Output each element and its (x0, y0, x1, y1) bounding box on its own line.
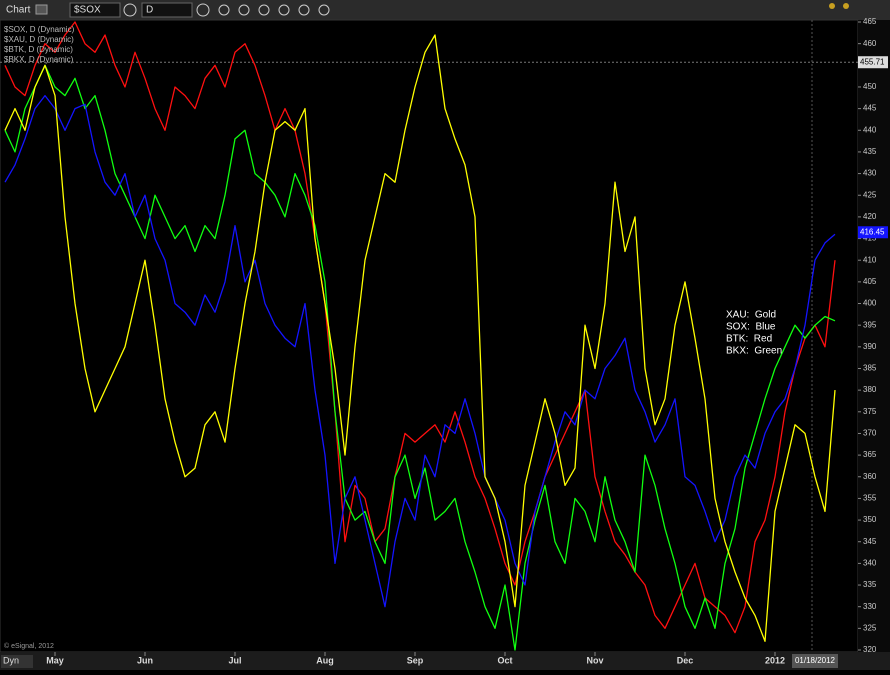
y-tick-label: 425 (863, 190, 877, 199)
mode-label[interactable]: Dyn (3, 655, 19, 665)
last-value-box (858, 226, 888, 239)
y-tick-label: 420 (863, 212, 877, 221)
y-tick-label: 395 (863, 320, 877, 329)
mode-box[interactable] (1, 655, 33, 668)
annotation: XAU: Gold (726, 310, 776, 321)
last-value-label: 416.45 (860, 227, 885, 236)
x-tick-label: Aug (316, 655, 334, 665)
symbol-button[interactable] (123, 3, 137, 17)
y-tick-label: 325 (863, 623, 877, 632)
y-tick-label: 345 (863, 537, 877, 546)
y-tick-label: 445 (863, 104, 877, 113)
legend-entry: $BKX, D (Dynamic) (4, 55, 74, 64)
x-tick-label: Sep (407, 655, 424, 665)
window-button[interactable] (843, 3, 849, 9)
x-tick-label: Dec (677, 655, 694, 665)
y-tick-label: 465 (863, 17, 877, 26)
x-tick-label: Nov (586, 655, 603, 665)
annotation: SOX: Blue (726, 322, 776, 333)
draw-tool[interactable] (218, 4, 230, 16)
y-tick-label: 375 (863, 407, 877, 416)
series-line (4, 21, 836, 634)
y-tick-label: 330 (863, 602, 877, 611)
y-axis-area (858, 20, 890, 652)
annotation: BTK: Red (726, 334, 772, 345)
interval-input[interactable]: D (146, 5, 153, 16)
cursor-date-box (792, 654, 838, 668)
y-tick-label: 360 (863, 472, 877, 481)
annotation: BKX: Green (726, 346, 782, 357)
toolbar-title: Chart (6, 5, 31, 16)
y-tick-label: 405 (863, 277, 877, 286)
series-line (4, 94, 836, 608)
y-tick-label: 410 (863, 255, 877, 264)
copyright: © eSignal, 2012 (4, 642, 54, 650)
y-tick-label: 385 (863, 364, 877, 373)
interval-button[interactable] (196, 3, 210, 17)
y-tick-label: 365 (863, 450, 877, 459)
x-tick-label: May (46, 655, 64, 665)
y-tick-label: 350 (863, 515, 877, 524)
legend-entry: $SOX, D (Dynamic) (4, 25, 75, 34)
y-tick-label: 335 (863, 580, 877, 589)
y-tick-label: 450 (863, 82, 877, 91)
clear-button[interactable] (318, 4, 330, 16)
x-axis-area (0, 652, 890, 670)
y-tick-label: 400 (863, 299, 877, 308)
y-tick-label: 390 (863, 342, 877, 351)
line-tool[interactable] (238, 4, 250, 16)
x-tick-label: Oct (497, 655, 512, 665)
y-tick-label: 380 (863, 385, 877, 394)
legend-entry: $XAU, D (Dynamic) (4, 35, 74, 44)
y-tick-label: 460 (863, 39, 877, 48)
y-tick-label: 355 (863, 494, 877, 503)
y-tick-label: 370 (863, 429, 877, 438)
reference-box (858, 56, 888, 69)
x-tick-label: Jun (137, 655, 153, 665)
x-tick-label: Jul (228, 655, 241, 665)
y-tick-label: 320 (863, 645, 877, 654)
series-line (4, 34, 836, 642)
interval-box[interactable] (141, 2, 193, 18)
toolbar (0, 0, 890, 20)
settings-button[interactable] (298, 4, 310, 16)
y-tick-label: 440 (863, 125, 877, 134)
symbol-input[interactable]: $SOX (74, 5, 101, 16)
cursor-date: 01/18/2012 (795, 656, 836, 665)
toolbar-icon[interactable] (35, 4, 48, 15)
y-tick-label: 340 (863, 558, 877, 567)
play-button[interactable] (278, 4, 290, 16)
x-tick-label: 2012 (765, 655, 785, 665)
window-button[interactable] (829, 3, 835, 9)
y-tick-label: 430 (863, 169, 877, 178)
reference-label: 455.71 (860, 57, 885, 66)
y-tick-label: 435 (863, 147, 877, 156)
pause-button[interactable] (258, 4, 270, 16)
series-line (4, 64, 836, 651)
legend-entry: $BTK, D (Dynamic) (4, 45, 73, 54)
symbol-box[interactable] (69, 2, 121, 18)
